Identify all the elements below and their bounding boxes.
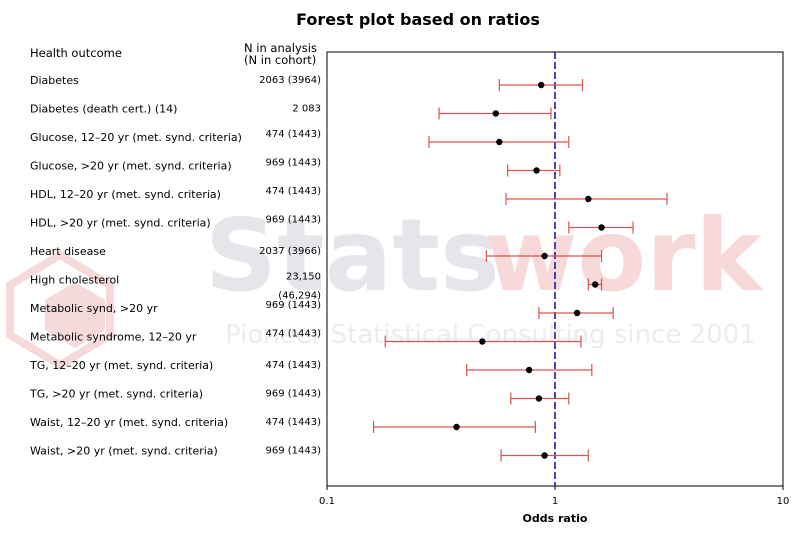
- x-tick-label: 0.1: [319, 496, 335, 507]
- row-label: Heart disease: [30, 245, 106, 258]
- n-values: 2063 (3964) 2 083 474 (1443) 969 (1443) 474 …: [259, 75, 321, 457]
- row-label: TG, 12–20 yr (met. synd. criteria): [29, 359, 213, 372]
- row-label: HDL, >20 yr (met. synd. criteria): [30, 217, 211, 230]
- odds-ratio-point: [541, 452, 548, 459]
- row-label: Waist, 12–20 yr (met. synd. criteria): [30, 416, 228, 429]
- row-n-value: 23,150: [286, 272, 321, 283]
- odds-ratio-point: [525, 366, 533, 374]
- odds-ratio-point: [573, 309, 581, 317]
- odds-ratio-point: [533, 167, 540, 174]
- odds-ratio-point: [585, 195, 592, 203]
- row-n-value: 474 (1443): [265, 360, 321, 371]
- row-label: Metabolic syndrome, 12–20 yr: [30, 331, 197, 344]
- row-label: High cholesterol: [30, 274, 119, 287]
- row-n-value: 2 083: [292, 104, 321, 115]
- row-n-value: 474 (1443): [265, 329, 321, 340]
- odds-ratio-point: [535, 395, 543, 402]
- odds-ratio-point: [492, 110, 500, 117]
- row-label: Glucose, 12–20 yr (met. synd. criteria): [30, 131, 242, 144]
- x-tick-label: 1: [552, 496, 558, 507]
- row-n-value: 474 (1443): [265, 186, 321, 197]
- watermark-tagline: Pioneer Statistical Consulting since 200…: [225, 320, 756, 350]
- odds-ratio-point: [479, 338, 486, 345]
- odds-ratio-point: [541, 252, 548, 260]
- row-n-value: 474 (1443): [265, 129, 321, 140]
- row-label: Waist, >20 yr (met. synd. criteria): [30, 445, 218, 458]
- row-n-value: 2063 (3964): [259, 75, 321, 86]
- x-axis-label: Odds ratio: [523, 512, 588, 525]
- header-n-cohort: (N in cohort): [244, 53, 316, 67]
- row-label: Metabolic synd, >20 yr: [30, 302, 158, 315]
- row-n-value: 2037 (3966): [259, 246, 321, 257]
- header-n-analysis: N in analysis: [244, 41, 317, 55]
- watermark-brand-a: Stats: [205, 197, 500, 314]
- odds-ratio-point: [538, 81, 545, 89]
- row-label: TG, >20 yr (met. synd. criteria): [29, 388, 203, 401]
- row-n-value: 474 (1443): [265, 417, 321, 428]
- chart-title: Forest plot based on ratios: [296, 10, 540, 29]
- odds-ratio-point: [591, 281, 599, 288]
- odds-ratio-point: [453, 423, 460, 431]
- row-label: Glucose, >20 yr (met. synd. criteria): [30, 160, 232, 173]
- row-labels: Diabetes Diabetes (death cert.) (14) Gluco…: [29, 74, 242, 458]
- odds-ratio-point: [598, 224, 605, 231]
- header-health-outcome: Health outcome: [30, 46, 122, 60]
- watermark-logo-icon: [5, 250, 114, 370]
- odds-ratio-point: [496, 138, 503, 146]
- row-n-value: 969 (1443): [265, 389, 321, 400]
- row-n-cohort-value: (46,294): [278, 291, 321, 302]
- row-label: Diabetes: [30, 74, 79, 87]
- row-n-value: 969 (1443): [265, 300, 321, 311]
- plot-marks: [372, 79, 668, 462]
- x-axis-ticks: 0.1 1 10: [319, 486, 789, 507]
- row-label: HDL, 12–20 yr (met. synd. criteria): [30, 188, 221, 201]
- row-label: Diabetes (death cert.) (14): [30, 103, 177, 116]
- row-n-value: 969 (1443): [265, 446, 321, 457]
- row-n-value: 969 (1443): [265, 158, 321, 169]
- x-tick-label: 10: [777, 496, 790, 507]
- row-n-value: 969 (1443): [265, 215, 321, 226]
